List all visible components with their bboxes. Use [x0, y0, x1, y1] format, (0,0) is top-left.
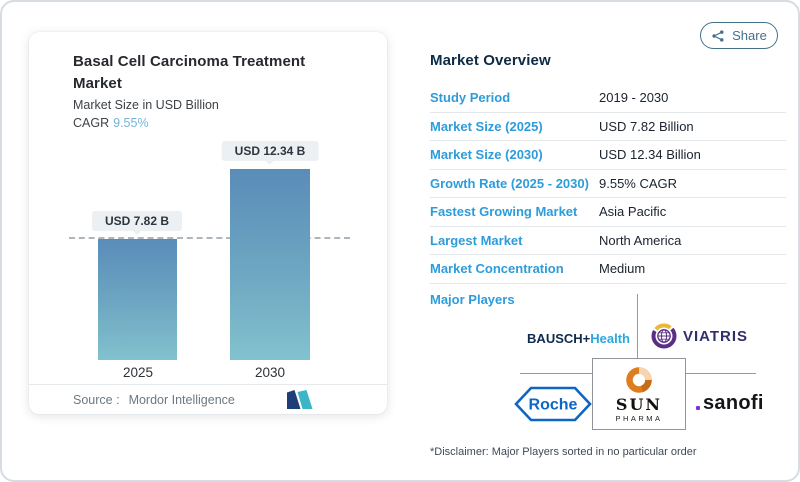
table-row-market-concentration: Market Concentration Medium [430, 255, 786, 284]
sanofi-logo: sanofi [696, 392, 764, 415]
row-value: North America [599, 232, 682, 248]
market-overview-panel: Market Overview Study Period 2019 - 2030… [430, 52, 786, 307]
viatris-logo: VIATRIS [651, 323, 748, 349]
row-label: Largest Market [430, 232, 523, 248]
players-disclaimer: *Disclaimer: Major Players sorted in no … [430, 446, 697, 458]
chart-subtitle: Market Size in USD Billion [73, 98, 219, 112]
table-row-largest-market: Largest Market North America [430, 227, 786, 255]
viatris-globe-icon [651, 323, 677, 349]
table-row-growth-rate: Growth Rate (2025 - 2030) 9.55% CAGR [430, 170, 786, 198]
table-row-market-size-2025: Market Size (2025) USD 7.82 Billion [430, 113, 786, 141]
chart-title: Basal Cell Carcinoma Treatment Market [73, 53, 306, 92]
source-label: Source : [73, 392, 120, 407]
sanofi-purple-dot-icon [696, 406, 700, 410]
row-value: USD 12.34 Billion [599, 147, 701, 163]
cagr-value: 9.55% [113, 116, 149, 130]
x-axis-tick-2030: 2030 [254, 365, 286, 380]
bar-value-label-2030: USD 12.34 B [221, 141, 319, 161]
x-axis-tick-2025: 2025 [122, 365, 154, 380]
bar-2030 [230, 169, 310, 360]
players-grid-vertical-line [637, 294, 638, 359]
sanofi-wordmark: sanofi [703, 392, 764, 414]
roche-logo: Roche [514, 385, 592, 428]
viatris-wordmark: VIATRIS [683, 327, 749, 345]
market-size-chart-card: Basal Cell Carcinoma Treatment Market Ma… [29, 32, 387, 414]
bausch-health-logo: BAUSCH+Health [512, 331, 630, 346]
row-value: Asia Pacific [599, 204, 667, 220]
bausch-wordmark: BAUSCH+ [527, 331, 591, 346]
overview-table: Study Period 2019 - 2030 Market Size (20… [430, 84, 786, 284]
mordor-intelligence-logo-icon [286, 390, 313, 409]
bar-2025 [98, 239, 177, 360]
row-label: Market Size (2025) [430, 118, 543, 134]
share-icon [712, 29, 724, 42]
table-row-study-period: Study Period 2019 - 2030 [430, 84, 786, 113]
row-label: Fastest Growing Market [430, 204, 578, 220]
share-button[interactable]: Share [700, 22, 778, 49]
cagr-label: CAGR [73, 116, 110, 130]
share-label: Share [732, 28, 767, 43]
row-label: Market Size (2030) [430, 147, 543, 163]
chart-cagr-line: CAGR 9.55% [73, 116, 149, 130]
source-row: Source : Mordor Intelligence [29, 384, 387, 414]
bar-chart-plot-area: USD 7.82 B USD 12.34 B [29, 141, 387, 360]
pharma-wordmark: PHARMA [615, 414, 663, 424]
source-name: Mordor Intelligence [128, 392, 235, 407]
bar-value-label-2025: USD 7.82 B [91, 211, 183, 231]
row-label: Growth Rate (2025 - 2030) [430, 175, 589, 191]
major-players-label: Major Players [430, 291, 515, 307]
sun-pharma-logo: SUN PHARMA [592, 358, 686, 430]
row-label: Market Concentration [430, 261, 564, 277]
roche-wordmark: Roche [529, 397, 578, 414]
overview-title: Market Overview [430, 52, 551, 69]
sun-wordmark: SUN [615, 394, 663, 414]
roche-hexagon-icon: Roche [514, 386, 592, 422]
table-row-market-size-2030: Market Size (2030) USD 12.34 Billion [430, 141, 786, 170]
row-value: 9.55% CAGR [599, 175, 678, 191]
row-value: 2019 - 2030 [599, 90, 669, 106]
row-label: Study Period [430, 90, 511, 106]
reference-line [69, 237, 350, 239]
table-row-fastest-growing-market: Fastest Growing Market Asia Pacific [430, 198, 786, 227]
sun-pharma-swirl-icon [626, 366, 652, 393]
row-value: Medium [599, 261, 646, 277]
health-wordmark: Health [590, 331, 630, 346]
row-value: USD 7.82 Billion [599, 118, 694, 134]
